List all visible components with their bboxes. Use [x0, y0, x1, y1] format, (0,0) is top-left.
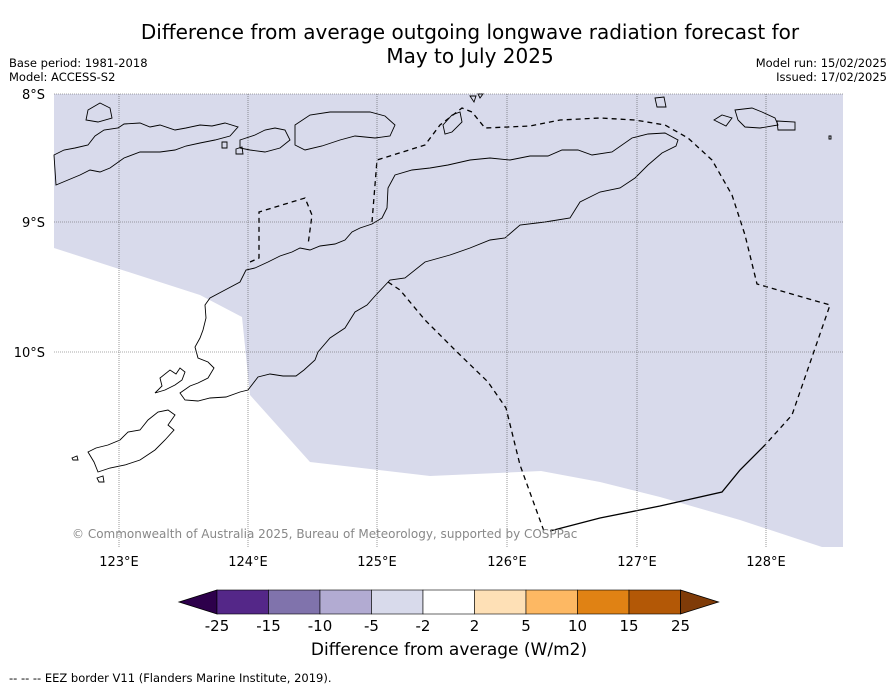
- colorbar-tick-label: 10: [568, 617, 587, 635]
- copyright-credit: © Commonwealth of Australia 2025, Bureau…: [72, 527, 577, 541]
- colorbar-tick-label: -2: [416, 617, 431, 635]
- lon-label-123e: 123°E: [99, 555, 139, 570]
- colorbar-tick-label: -10: [308, 617, 333, 635]
- coastline-islet-a: [85, 102, 113, 123]
- lon-label-128e: 128°E: [746, 555, 786, 570]
- coastline-islet-j: [828, 135, 832, 140]
- meta-left: Base period: 1981-2018 Model: ACCESS-S2: [9, 56, 148, 84]
- colorbar-segment: [525, 589, 578, 615]
- map-panel: © Commonwealth of Australia 2025, Bureau…: [53, 93, 843, 547]
- lat-label-10s: 10°S: [14, 346, 45, 361]
- base-period: Base period: 1981-2018: [9, 56, 148, 70]
- eez-legend-note: -- -- -- EEZ border V11 (Flanders Marine…: [9, 671, 332, 685]
- eez-border-main: [371, 107, 831, 446]
- colorbar-arrow-high: [680, 589, 720, 615]
- eez-border-extension: [549, 444, 766, 532]
- colorbar-tick-label: 15: [619, 617, 638, 635]
- meta-right: Model run: 15/02/2025 Issued: 17/02/2025: [756, 56, 887, 84]
- model-run: Model run: 15/02/2025: [755, 56, 887, 70]
- title-line-2: May to July 2025: [386, 44, 554, 68]
- gridlines: [54, 93, 843, 547]
- colorbar-segment: [268, 589, 321, 615]
- lon-label-125e: 125°E: [357, 555, 397, 570]
- eez-border-south: [387, 281, 546, 535]
- title-line-1: Difference from average outgoing longwav…: [140, 20, 800, 44]
- colorbar-arrow-low: [177, 589, 218, 615]
- colorbar-title: Difference from average (W/m2): [310, 640, 588, 660]
- colorbar-segment: [216, 589, 269, 615]
- map-title: Difference from average outgoing longwav…: [60, 20, 880, 68]
- coastline-island-2: [87, 409, 176, 473]
- colorbar-tick-label: 25: [671, 617, 690, 635]
- lon-label-126e: 126°E: [487, 555, 527, 570]
- latitude-labels: 8°S 9°S 10°S: [14, 88, 45, 361]
- colorbar-segment: [422, 589, 475, 615]
- coastline-island-3: [71, 455, 79, 461]
- eez-border: [249, 107, 831, 535]
- colorbar: -25 -15 -10 -5 -2 2 5 10 15 25: [177, 589, 720, 635]
- coastline-islet-i: [235, 146, 244, 155]
- longitude-labels: 123°E 124°E 125°E 126°E 127°E 128°E: [99, 555, 786, 570]
- issued-date: Issued: 17/02/2025: [776, 70, 887, 84]
- lon-label-124e: 124°E: [228, 555, 268, 570]
- coastline-islet-d: [713, 114, 733, 127]
- coastline-island-1: [154, 367, 186, 394]
- lat-label-9s: 9°S: [22, 216, 45, 231]
- colorbar-segment: [371, 589, 424, 615]
- coastline-north-islands: [53, 122, 239, 186]
- anomaly-shaded-region: [54, 94, 843, 547]
- lat-label-8s: 8°S: [22, 88, 45, 103]
- model-name: Model: ACCESS-S2: [9, 70, 116, 84]
- coastline-islet-e: [734, 107, 779, 129]
- eez-border-timor-leste: [249, 197, 313, 263]
- coastline-islet-c: [654, 96, 667, 108]
- colorbar-tick-label: -5: [364, 617, 379, 635]
- colorbar-tick-label: 2: [470, 617, 480, 635]
- colorbar-tick-label: -15: [256, 617, 281, 635]
- coastline-islet-h: [221, 141, 228, 149]
- coastline-timor: [179, 132, 679, 402]
- colorbar-segment: [474, 589, 527, 615]
- colorbar-tick-label: 5: [521, 617, 531, 635]
- colorbar-segment: [577, 589, 630, 615]
- coastline-islet-f: [776, 120, 796, 131]
- colorbar-segment: [628, 589, 681, 615]
- coastline-island-4: [96, 475, 105, 483]
- lon-label-127e: 127°E: [617, 555, 657, 570]
- colorbar-tick-label: -25: [205, 617, 230, 635]
- coastline-alor: [239, 127, 291, 153]
- coastline-wetar: [294, 111, 396, 151]
- colorbar-segment: [319, 589, 372, 615]
